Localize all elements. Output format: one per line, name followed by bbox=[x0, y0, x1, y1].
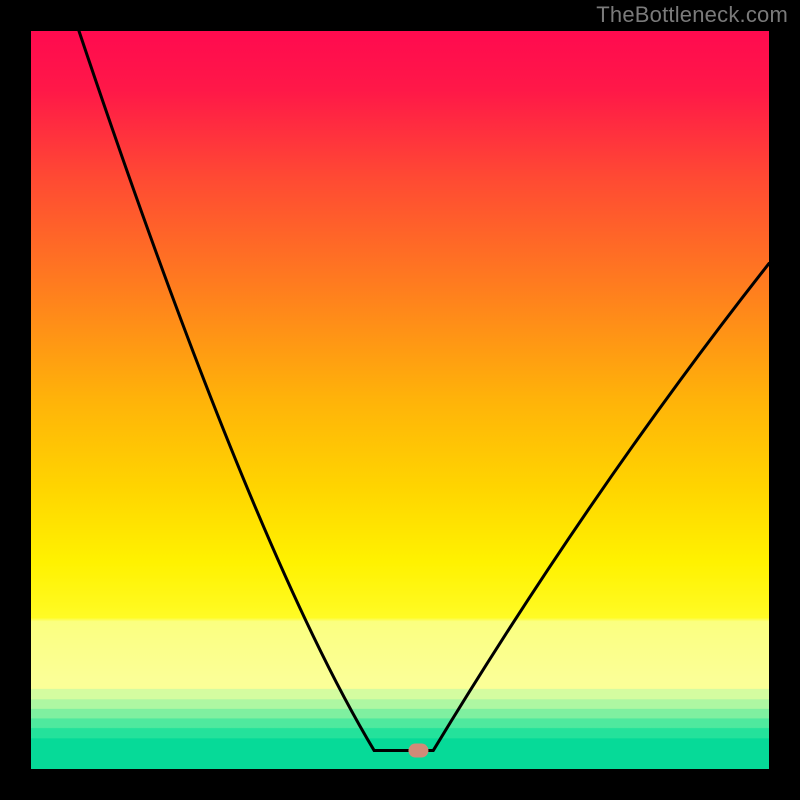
plot-gradient bbox=[31, 31, 769, 769]
bottleneck-chart bbox=[0, 0, 800, 800]
optimal-point-marker bbox=[408, 744, 428, 758]
chart-stage: TheBottleneck.com bbox=[0, 0, 800, 800]
watermark-text: TheBottleneck.com bbox=[596, 2, 788, 28]
